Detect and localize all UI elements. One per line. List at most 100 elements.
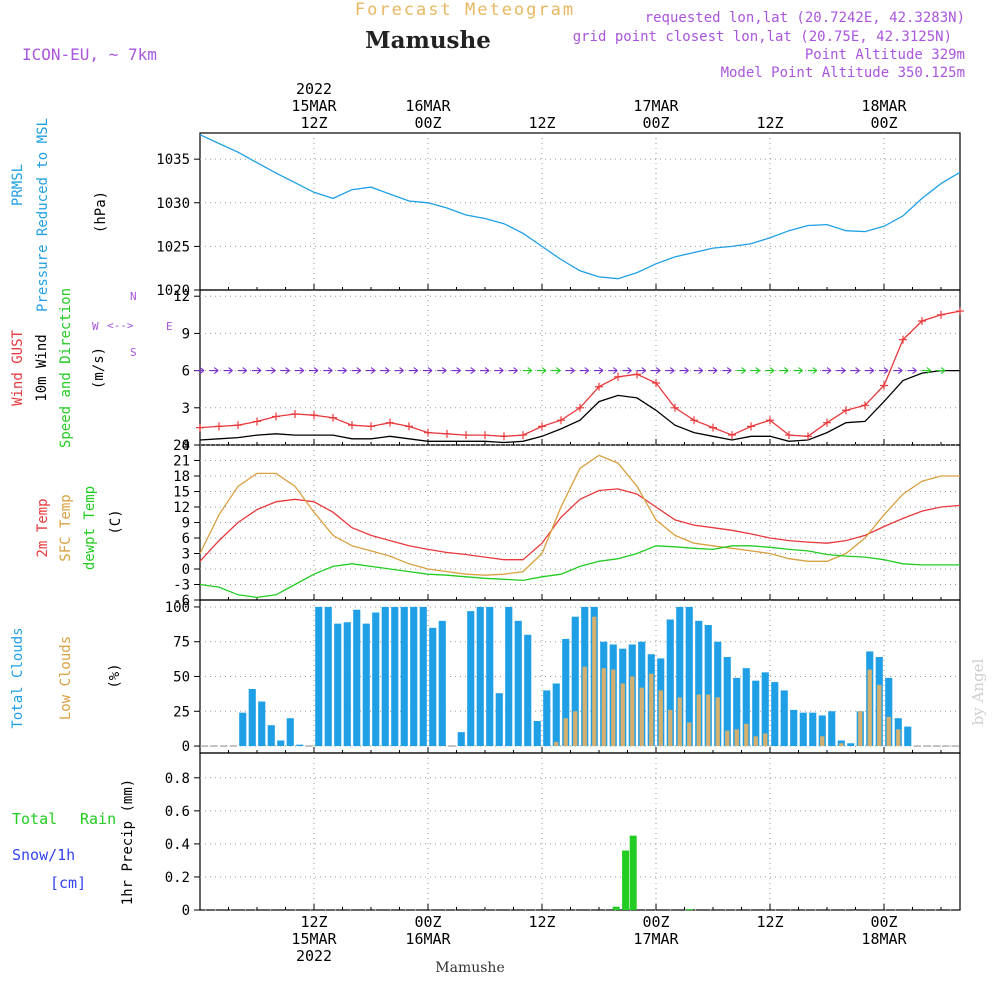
total-cloud-bar	[904, 726, 912, 747]
bottom-axis-label: 00Z	[642, 913, 669, 931]
gust-marker	[462, 431, 470, 440]
bottom-axis-label: 16MAR	[405, 930, 451, 948]
wind-direction-arrow	[765, 367, 775, 375]
rain-bar	[612, 906, 620, 910]
total-cloud-bar	[391, 606, 399, 747]
gust-marker	[310, 411, 318, 420]
temp-ytick-label: 15	[173, 485, 190, 501]
total-cloud-bar	[457, 732, 465, 747]
wind-direction-arrow	[294, 367, 305, 375]
gust-marker	[215, 422, 223, 431]
gust-marker	[253, 417, 261, 426]
low-cloud-bar	[839, 743, 844, 747]
top-axis-label: 18MAR	[861, 97, 907, 115]
wind-frame	[199, 289, 961, 446]
gust-marker	[576, 403, 584, 412]
bottom-axis-label: 17MAR	[633, 930, 679, 948]
clouds-ytick-label: 0	[182, 739, 190, 755]
gust-marker	[424, 428, 432, 437]
clouds-ytick-label: 75	[173, 635, 190, 651]
low-cloud-bar	[677, 697, 682, 747]
label-dewpt-temp: dewpt Temp	[82, 486, 98, 570]
total-cloud-bar	[334, 623, 342, 747]
low-cloud-bar	[611, 669, 616, 747]
label-ms: (m/s)	[91, 347, 107, 389]
total-cloud-bar	[381, 606, 389, 747]
gust-marker	[633, 370, 641, 379]
clouds-ytick-label: 100	[165, 600, 190, 616]
temp-ytick-label: 6	[182, 531, 190, 547]
watermark: by Angel	[969, 658, 987, 725]
gust-marker	[728, 431, 736, 440]
total-cloud-bar	[524, 634, 532, 747]
wind-direction-arrow	[750, 367, 761, 375]
precip-ytick-label: 0.2	[165, 870, 190, 886]
precip-ytick-label: 0.4	[165, 837, 190, 853]
temp-2m-line	[199, 488, 961, 562]
gust-marker	[272, 412, 280, 421]
wind-panel: 0 3 6 9 12 W E <--> N S	[92, 289, 964, 454]
total-cloud-bar	[714, 641, 722, 747]
side-labels: PRMSL Pressure Reduced to MSL (hPa) Wind…	[10, 118, 136, 905]
low-cloud-bar	[592, 616, 597, 747]
wind-direction-arrow	[465, 367, 476, 375]
wind-ytick-label: 6	[182, 364, 190, 380]
wind-direction-arrow	[323, 367, 333, 375]
total-cloud-bar	[476, 606, 484, 747]
top-axis-label: 12Z	[300, 114, 327, 132]
wind-direction-arrow	[807, 367, 818, 375]
low-cloud-bar	[696, 694, 701, 747]
wind-direction-arrow	[594, 367, 604, 375]
wind-direction-arrow	[622, 367, 632, 375]
temp-ytick-label: -3	[173, 578, 190, 594]
total-cloud-bar	[429, 627, 437, 747]
wind-direction-arrow	[665, 367, 675, 375]
wind-ytick-label: 3	[182, 401, 190, 417]
total-cloud-bar	[438, 620, 446, 747]
total-cloud-bar	[885, 677, 893, 747]
wind-direction-arrow	[579, 367, 590, 375]
total-cloud-bar	[239, 712, 247, 747]
total-cloud-bar	[571, 616, 579, 747]
low-cloud-bar	[687, 722, 692, 747]
low-cloud-bar	[668, 709, 673, 747]
gust-marker	[348, 421, 356, 430]
label-1hr-precip: 1hr Precip (mm)	[120, 779, 136, 905]
total-cloud-bar	[552, 683, 560, 747]
wind-direction-arrow	[209, 367, 219, 375]
low-cloud-bar	[582, 666, 587, 747]
clouds-panel: 0 25 50 75 100	[165, 599, 961, 755]
total-cloud-bar	[324, 606, 332, 747]
bottom-axis-label: 00Z	[414, 913, 441, 931]
wind-direction-arrow	[508, 367, 518, 375]
wind-direction-arrow	[879, 367, 889, 375]
wind-direction-arrow	[907, 367, 917, 375]
top-axis-label: 12Z	[756, 114, 783, 132]
total-cloud-bar	[495, 693, 503, 747]
total-cloud-bar	[695, 620, 703, 747]
wind-direction-arrow	[195, 367, 205, 375]
clouds-ytick-label: 25	[173, 704, 190, 720]
label-hpa: (hPa)	[93, 191, 109, 233]
bottom-axis-label: 12Z	[300, 913, 327, 931]
wind-direction-arrow	[779, 367, 789, 375]
total-cloud-bar	[676, 606, 684, 747]
footer-station: Mamushe	[435, 960, 504, 976]
total-cloud-bar	[286, 718, 294, 747]
low-cloud-bar	[820, 736, 825, 747]
low-cloud-bar	[896, 729, 901, 747]
rain-bar	[685, 909, 693, 911]
total-cloud-bar	[685, 606, 693, 747]
compass-s: S	[130, 346, 137, 359]
gust-marker	[747, 422, 755, 431]
label-2m-temp: 2m Temp	[35, 498, 51, 557]
total-cloud-bar	[419, 606, 427, 747]
wind-direction-arrow	[380, 367, 390, 375]
gust-marker	[899, 335, 907, 344]
gust-marker	[196, 423, 204, 432]
label-pressure-reduced: Pressure Reduced to MSL	[35, 118, 51, 312]
label-low-clouds: Low Clouds	[58, 636, 74, 720]
gust-marker	[405, 422, 413, 431]
wind-direction-arrow	[608, 367, 618, 375]
wind-direction-arrow	[480, 367, 490, 375]
